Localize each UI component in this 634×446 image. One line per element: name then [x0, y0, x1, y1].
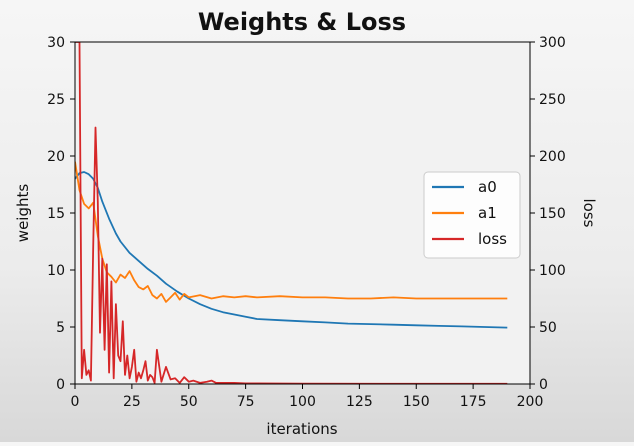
y-tick-label-left: 0: [56, 377, 65, 393]
legend-box: [423, 171, 521, 259]
y-axis-label-right: loss: [580, 199, 598, 228]
y-tick-label-left: 15: [47, 206, 65, 222]
series-line-a0: [75, 171, 508, 329]
y-tick-label-right: 50: [539, 320, 557, 336]
series-line-loss: [75, 42, 508, 384]
y-axis-label-left: weights: [14, 184, 32, 243]
x-tick-label: 125: [346, 394, 373, 410]
x-tick-label: 75: [237, 394, 255, 410]
y-tick-label-left: 30: [47, 35, 65, 51]
x-tick-label: 200: [517, 394, 544, 410]
legend: a0 a1 loss: [423, 171, 521, 259]
x-tick-label: 100: [289, 394, 316, 410]
y-tick-label-left: 20: [47, 149, 65, 165]
legend-label-a1: a1: [478, 204, 497, 222]
y-tick-label-right: 100: [539, 263, 566, 279]
x-tick-label: 50: [180, 394, 198, 410]
y-tick-label-right: 300: [539, 35, 566, 51]
y-tick-label-left: 5: [56, 320, 65, 336]
x-axis-label: iterations: [266, 420, 337, 438]
y-tick-label-right: 200: [539, 149, 566, 165]
chart-title: Weights & Loss: [198, 8, 406, 36]
x-tick-label: 0: [71, 394, 80, 410]
y-tick-label-right: 0: [539, 377, 548, 393]
x-tick-label: 175: [460, 394, 487, 410]
y-tick-label-left: 10: [47, 263, 65, 279]
x-tick-label: 25: [123, 394, 141, 410]
x-tick-label: 150: [403, 394, 430, 410]
legend-label-a0: a0: [478, 178, 497, 196]
legend-label-loss: loss: [478, 230, 507, 248]
y-tick-label-left: 25: [47, 92, 65, 108]
y-tick-label-right: 150: [539, 206, 566, 222]
y-tick-label-right: 250: [539, 92, 566, 108]
